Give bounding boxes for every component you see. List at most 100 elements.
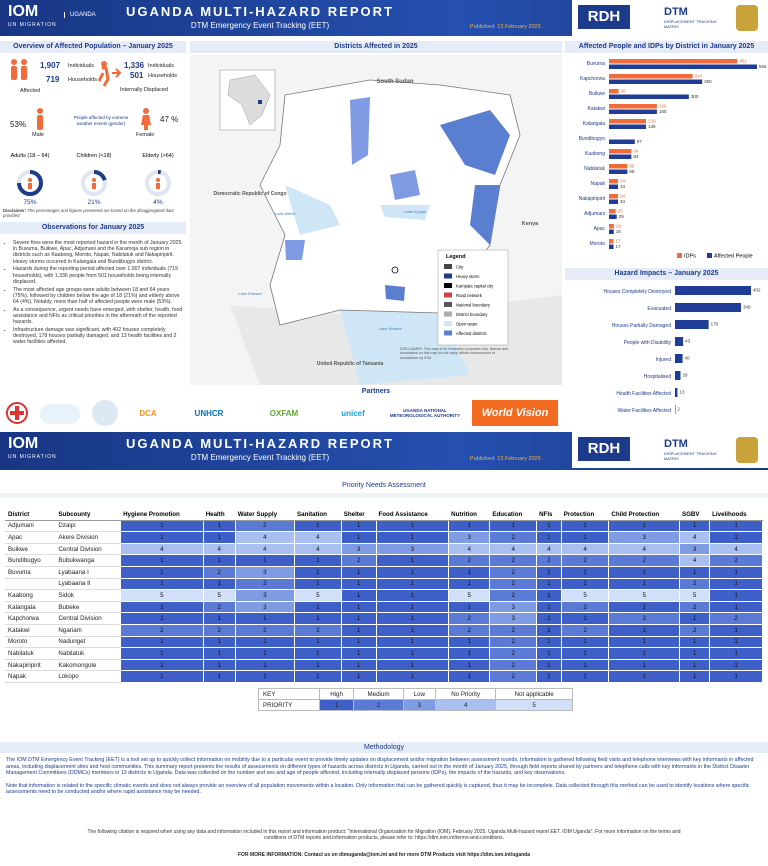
bar (675, 303, 741, 312)
dtm-sub: DISPLACEMENT TRACKING MATRIX (664, 451, 717, 461)
priority-cell: 1 (536, 600, 562, 614)
legend-swatch (707, 253, 712, 258)
priority-cell: 2 (202, 565, 236, 579)
disclaimer-text: The percentages and figures presented ar… (3, 208, 174, 218)
priority-cell: 1 (294, 612, 342, 625)
table-row: Katakwi Ngariam 2 2 2 2 1 1 2 2 1 2 1 2 1 (4, 623, 763, 637)
value-label: 97 (637, 139, 643, 144)
priority-cell: 1 (560, 565, 610, 579)
priority-cell: 1 (536, 647, 562, 660)
org-sub: UN MIGRATION (8, 454, 57, 460)
priority-cell: 1 (120, 519, 204, 533)
value-label: 13 (679, 390, 685, 395)
text-cell: Dzaipi (55, 519, 122, 533)
category-label: Katakwi (587, 106, 605, 112)
value-label: 29 (682, 373, 688, 378)
column-header: Livelihoods (709, 508, 763, 521)
priority-cell: 1 (340, 670, 377, 683)
priority-cell: 1 (536, 635, 562, 649)
legend-swatch (444, 311, 452, 317)
label: Female (136, 132, 155, 138)
bar (675, 354, 683, 363)
dtm-logo: DTM (664, 6, 688, 18)
table-row: Bundibugyo Bubukwanga 1 1 1 1 2 1 2 2 2 2 2 4 2 (4, 554, 763, 567)
priority-cell: 1 (448, 658, 491, 672)
priority-cell: 1 (234, 670, 296, 683)
partner-logo: World Vision (472, 400, 558, 426)
dtm-sub: DISPLACEMENT TRACKING MATRIX (664, 19, 717, 29)
bar (675, 337, 684, 346)
priority-cell: 1 (709, 623, 763, 637)
bar (609, 119, 646, 124)
priority-cell: 1 (375, 658, 450, 672)
map-label: Lake Victoria (378, 326, 402, 331)
org-logo: IOM (8, 3, 39, 20)
priority-cell: 1 (120, 577, 204, 591)
text-cell: Lyabaana II (55, 577, 122, 591)
priority-cell: 4 (678, 554, 711, 567)
category-label: Houses Completely Destroyed (603, 289, 671, 295)
priority-cell: 1 (234, 647, 296, 660)
legend-swatch (444, 283, 452, 288)
priority-cell: 2 (489, 658, 538, 672)
value-label: 178 (711, 322, 719, 327)
priority-cell: 2 (709, 554, 763, 567)
priority-cell: 1 (375, 612, 450, 625)
value-label: 29 (619, 214, 625, 219)
person-icon (28, 183, 32, 189)
value-label: 180 (659, 103, 667, 108)
value-label: 314 (695, 73, 703, 78)
priority-cell: 1 (120, 658, 204, 672)
affected-district (470, 185, 500, 245)
priority-cell: 1 (340, 635, 377, 649)
section-title: Hazard Impacts – January 2025 (565, 268, 768, 280)
map-label: Lake Albert (275, 211, 296, 216)
priority-cell: 1 (709, 531, 763, 544)
priority-cell: 2 (489, 531, 538, 544)
affected-district (285, 240, 305, 260)
header: IOM UN MIGRATION UGANDA MULTI-HAZARD REP… (0, 432, 768, 470)
priority-cell: 1 (678, 565, 711, 579)
person-icon (28, 178, 32, 182)
priority-cell: 4 (120, 542, 204, 556)
priority-cell: 1 (340, 589, 377, 602)
bullet: Severe fires were the most reported haza… (13, 240, 184, 265)
priority-cell: 2 (234, 519, 296, 533)
methodology: The IOM DTM Emergency Event Tracking (EE… (6, 757, 762, 802)
priority-cell: 1 (448, 519, 491, 533)
category-label: Health Facilities Affected (616, 391, 671, 397)
priority-cell: 1 (202, 658, 236, 672)
value-label: 18 (616, 229, 622, 234)
legend-swatch (444, 264, 452, 269)
text-cell: Bubeke (55, 600, 122, 614)
male-pct: 53% (10, 120, 27, 129)
table-row: Kalangala Bubeke 1 2 3 1 1 1 1 3 1 2 1 2 1 (4, 600, 763, 614)
bar (609, 199, 619, 204)
priority-cell: 5 (678, 589, 711, 602)
priority-cell: 1 (234, 635, 296, 649)
priority-cell: 2 (234, 577, 296, 591)
legend-label: IDPs (684, 253, 696, 259)
priority-cell: 2 (489, 670, 538, 683)
partner-logo: UNHCR (194, 408, 224, 418)
map-label: Kenya (522, 221, 539, 227)
priority-cell: 1 (608, 670, 680, 683)
value-label: 17 (616, 238, 622, 243)
priority-cell: 1 (234, 658, 296, 672)
priority-cell: 1 (375, 670, 450, 683)
label: Internally Displaced (120, 87, 168, 93)
category-label: Adjumani (584, 211, 605, 217)
table-row: Kaabong Sidok 5 5 3 5 1 1 5 2 1 5 5 5 1 (4, 589, 763, 602)
text-cell: Napak (4, 670, 57, 683)
key-row: KEY High Medium Low No Priority Not applicabl… (258, 688, 573, 700)
priority-cell: 1 (120, 670, 204, 683)
value: 1,336 (124, 61, 145, 70)
category-label: Buvuma (587, 61, 606, 67)
category-label: Hospitalised (644, 374, 671, 380)
key-level: Low (402, 688, 437, 700)
legend-item: City (456, 265, 464, 270)
priority-cell: 3 (234, 600, 296, 614)
text-cell: Buikwe (4, 542, 57, 556)
text-cell: Central Division (55, 612, 122, 625)
